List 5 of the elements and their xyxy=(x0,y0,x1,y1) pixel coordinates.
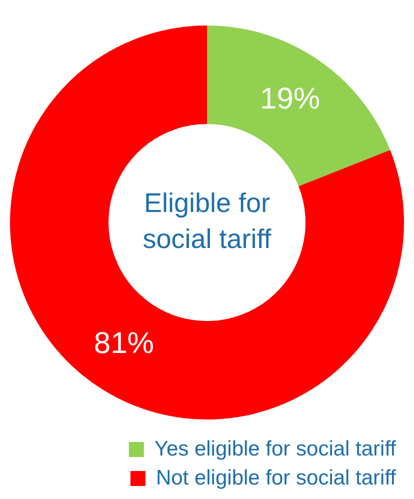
data-label: 81% xyxy=(94,326,154,360)
legend-label: Yes eligible for social tariff xyxy=(154,437,396,460)
data-label: 19% xyxy=(260,82,320,116)
legend-label: Not eligible for social tariff xyxy=(156,466,396,490)
text: Eligible for social tariff xyxy=(142,188,272,254)
